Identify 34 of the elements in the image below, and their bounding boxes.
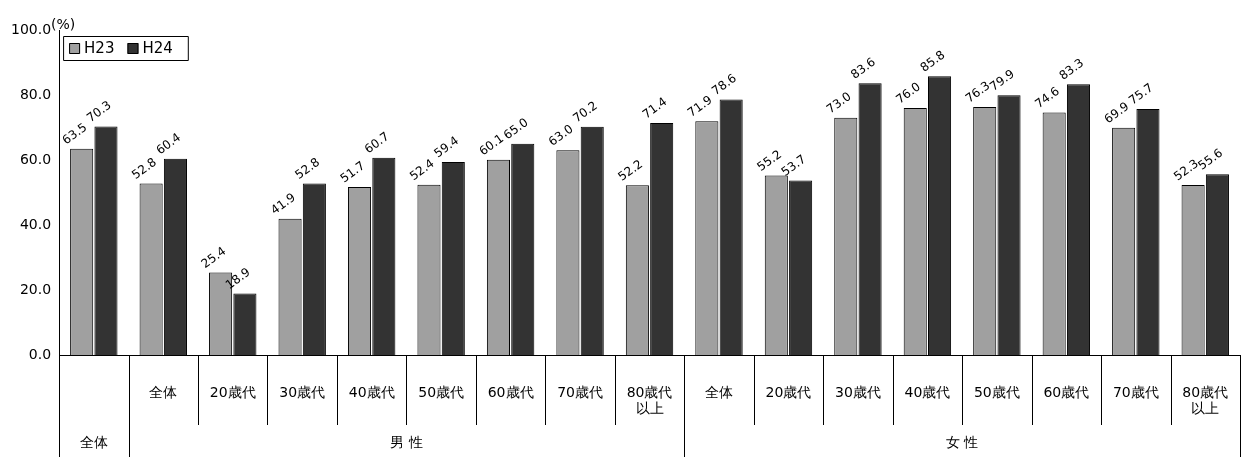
- x-tick-label: 全体: [705, 383, 734, 400]
- text: 女 性: [945, 433, 979, 450]
- x-tick-label: 40歳代: [904, 383, 951, 400]
- legend-label: H23: [84, 38, 115, 57]
- data-label: 63.0: [545, 121, 576, 149]
- x-tick-label: 70歳代: [1112, 383, 1159, 400]
- x-tick-label: 50歳代: [418, 383, 465, 400]
- x-tick-label: 80歳代以上: [626, 383, 673, 416]
- y-tick-label: 60.0: [19, 150, 52, 167]
- x-tick-label: 70歳代: [557, 383, 603, 400]
- x-tick-label: 60歳代: [1043, 383, 1090, 400]
- data-label: 83.3: [1056, 55, 1087, 83]
- text: 男 性: [390, 433, 423, 450]
- x-tick-label: 40歳代: [348, 383, 395, 400]
- data-label: 79.9: [987, 66, 1017, 94]
- x-tick-label: 20歳代: [765, 383, 812, 400]
- x-tick-label: 30歳代: [279, 383, 326, 400]
- x-tick-label: 20歳代: [209, 383, 256, 400]
- x-tick-label: 50歳代: [973, 383, 1020, 400]
- x-tick-label: 30歳代: [835, 383, 881, 400]
- y-tick-label: 100.0: [10, 20, 52, 37]
- y-tick-label: 20.0: [19, 280, 52, 297]
- legend-label: H24: [142, 38, 173, 57]
- x-tick-label: 全体: [149, 383, 178, 400]
- data-label: 41.9: [268, 190, 298, 218]
- data-label: 70.3: [83, 97, 114, 125]
- y-tick-label: 0.0: [28, 345, 52, 362]
- y-tick-label: 80.0: [19, 85, 52, 102]
- x-tick-label: 80歳代以上: [1182, 383, 1229, 416]
- x-tick-label: 60歳代: [487, 383, 534, 400]
- y-axis-title: (%): [51, 15, 76, 32]
- y-tick-label: 40.0: [19, 215, 52, 232]
- data-label: 74.6: [1032, 83, 1062, 111]
- text: 全体: [79, 433, 108, 450]
